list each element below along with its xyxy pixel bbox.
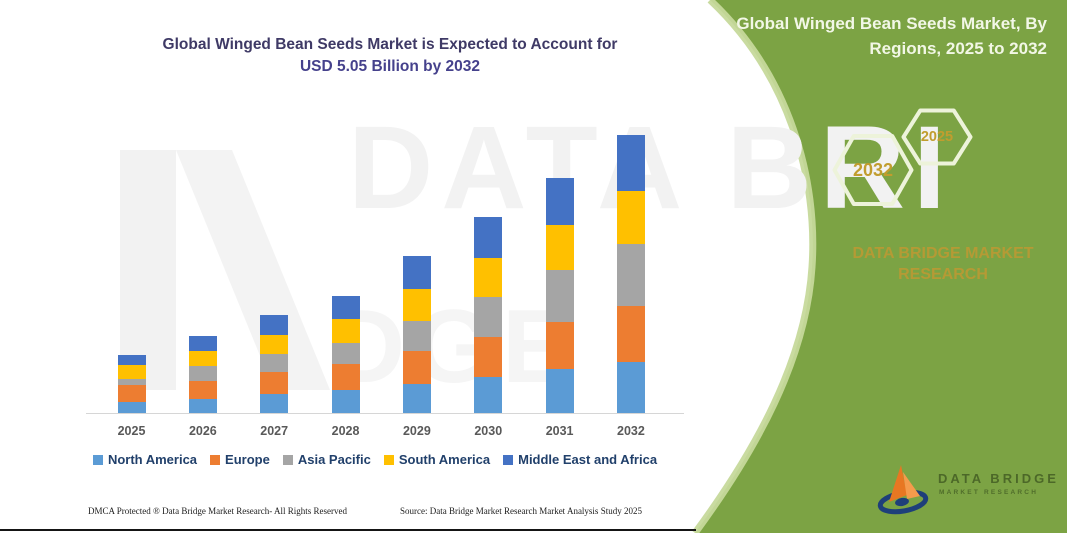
legend-item-middle-east-and-africa: Middle East and Africa [503, 452, 657, 467]
bar-segment-south-america-2026 [188, 351, 217, 366]
bar-segment-asia-pacific-2031 [545, 269, 574, 322]
bar-segment-south-america-2032 [616, 190, 645, 244]
bottom-border-line [0, 529, 696, 531]
x-axis-label-2026: 2026 [188, 424, 217, 438]
bar-segment-europe-2032 [616, 306, 645, 363]
hexagon-year-2025: 2025 [920, 129, 954, 145]
x-axis-label-2031: 2031 [545, 424, 574, 438]
bar-segment-middle-east-and-africa-2029 [402, 255, 431, 290]
brand-wordmark: DATA BRIDGE MARKET RESEARCH [830, 243, 1056, 285]
legend-label-north-america: North America [107, 452, 198, 467]
legend-label-middle-east-and-africa: Middle East and Africa [518, 452, 658, 467]
bar-segment-middle-east-and-africa-2026 [188, 336, 217, 352]
dmca-footer-text: DMCA Protected ® Data Bridge Market Rese… [88, 506, 348, 516]
legend-swatch-middle-east-and-africa [503, 454, 514, 465]
bar-segment-north-america-2027 [260, 393, 289, 413]
source-footer-text: Source: Data Bridge Market Research Mark… [400, 506, 642, 516]
legend-swatch-europe [210, 454, 221, 465]
x-axis-label-2027: 2027 [260, 424, 289, 438]
bar-segment-north-america-2029 [402, 384, 431, 413]
bar-segment-middle-east-and-africa-2028 [331, 296, 360, 320]
chart-title-line1: Global Winged Bean Seeds Market is Expec… [162, 36, 618, 53]
x-axis-line [86, 413, 684, 414]
bar-segment-asia-pacific-2030 [474, 296, 503, 337]
bar-segment-north-america-2031 [545, 368, 574, 413]
legend-label-europe: Europe [225, 452, 270, 467]
logo-text-market-research: MARKET RESEARCH [939, 489, 1039, 496]
x-axis-label-2025: 2025 [117, 424, 146, 438]
bar-column-2027 [260, 315, 289, 413]
legend-item-asia-pacific: Asia Pacific [282, 452, 371, 467]
bar-segment-north-america-2026 [188, 399, 217, 413]
green-panel-accent-curve [692, 0, 817, 533]
x-axis-label-2030: 2030 [474, 424, 503, 438]
brand-wordmark-line2: RESEARCH [898, 266, 988, 283]
legend-swatch-north-america [92, 454, 103, 465]
legend-swatch-south-america [383, 454, 394, 465]
bar-segment-asia-pacific-2026 [188, 365, 217, 382]
legend-label-south-america: South America [398, 452, 491, 467]
legend-item-north-america: North America [92, 452, 198, 467]
brand-wordmark-line1: DATA BRIDGE MARKET [852, 245, 1034, 262]
bar-segment-asia-pacific-2025 [117, 378, 146, 386]
bar-segment-north-america-2032 [616, 362, 645, 413]
bar-segment-south-america-2025 [117, 365, 146, 379]
bar-segment-europe-2026 [188, 381, 217, 400]
legend-swatch-asia-pacific [282, 454, 293, 465]
x-axis-label-2032: 2032 [617, 424, 645, 438]
logo-text-data-bridge: DATA BRIDGE [938, 471, 1059, 486]
bar-column-2032 [616, 135, 645, 413]
bar-segment-europe-2031 [545, 321, 574, 369]
bar-segment-south-america-2027 [260, 334, 289, 354]
panel-heading-line2: Regions, 2025 to 2032 [869, 39, 1047, 58]
bar-segment-asia-pacific-2027 [260, 353, 289, 372]
bar-segment-south-america-2029 [402, 289, 431, 322]
chart-title: Global Winged Bean Seeds Market is Expec… [58, 34, 722, 78]
green-panel-shape [695, 0, 1067, 533]
hexagon-2025-outline [901, 108, 973, 166]
chart-title-line2: USD 5.05 Billion by 2032 [299, 58, 481, 75]
bar-segment-south-america-2028 [331, 319, 360, 344]
bar-segment-north-america-2028 [331, 389, 360, 413]
bar-segment-europe-2027 [260, 371, 289, 394]
bar-column-2026 [188, 336, 217, 413]
bar-segment-middle-east-and-africa-2032 [616, 135, 645, 191]
bar-segment-asia-pacific-2032 [616, 243, 645, 307]
bar-segment-middle-east-and-africa-2031 [545, 178, 574, 225]
x-axis-label-2029: 2029 [402, 424, 431, 438]
hexagon-year-2032: 2032 [852, 160, 894, 180]
bar-segment-north-america-2025 [117, 401, 146, 413]
bar-segment-middle-east-and-africa-2030 [474, 217, 503, 259]
bar-segment-middle-east-and-africa-2025 [117, 355, 146, 366]
bar-segment-south-america-2030 [474, 258, 503, 297]
year-hexagons [832, 108, 973, 206]
legend-item-europe: Europe [210, 452, 270, 467]
bar-column-2030 [474, 217, 503, 413]
panel-heading: Global Winged Bean Seeds Market, By Regi… [717, 11, 1047, 61]
bar-segment-europe-2029 [402, 351, 431, 385]
bar-segment-south-america-2031 [545, 224, 574, 270]
bar-column-2025 [117, 355, 146, 413]
legend-label-asia-pacific: Asia Pacific [297, 452, 371, 467]
legend-item-south-america: South America [383, 452, 491, 467]
bar-column-2029 [402, 255, 431, 413]
x-axis-label-2028: 2028 [331, 424, 360, 438]
data-bridge-logo-icon [877, 465, 929, 515]
bar-segment-north-america-2030 [474, 377, 503, 413]
chart-legend: North America Europe Asia Pacific South Ame… [68, 452, 682, 467]
bar-column-2028 [331, 296, 360, 413]
bar-segment-europe-2025 [117, 385, 146, 402]
bar-segment-middle-east-and-africa-2027 [260, 315, 289, 335]
watermark-letter-shape [120, 150, 330, 390]
bar-segment-europe-2030 [474, 336, 503, 378]
bar-segment-europe-2028 [331, 364, 360, 390]
panel-heading-line1: Global Winged Bean Seeds Market, By [736, 14, 1047, 33]
bar-column-2031 [545, 178, 574, 413]
hexagon-2032-outline [832, 134, 914, 206]
bar-segment-asia-pacific-2029 [402, 321, 431, 352]
bar-segment-asia-pacific-2028 [331, 343, 360, 365]
